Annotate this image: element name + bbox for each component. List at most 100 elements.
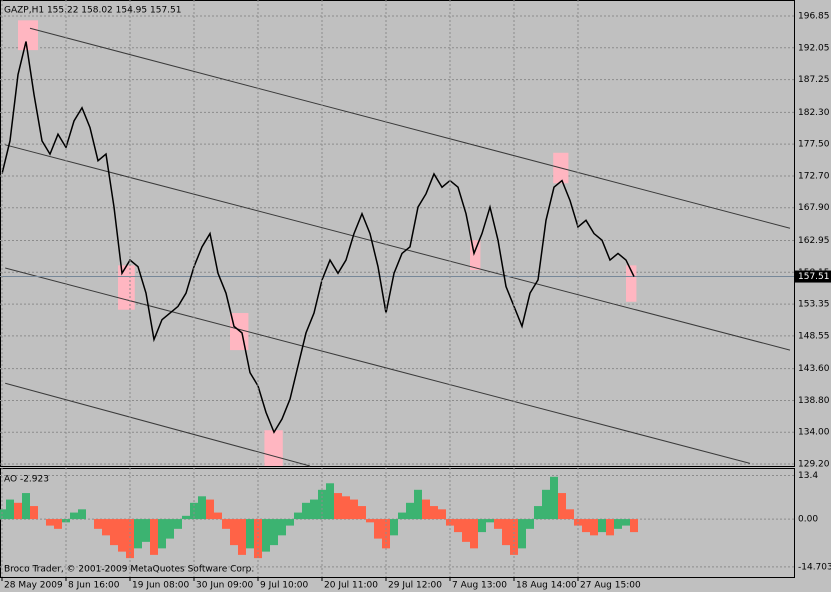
ao-bar xyxy=(398,512,406,520)
ao-bar xyxy=(158,519,166,549)
ao-bar xyxy=(462,519,470,542)
y-tick-label: 13.4 xyxy=(798,471,818,481)
ao-bar xyxy=(622,519,630,526)
trend-line xyxy=(5,267,751,464)
ao-bar xyxy=(254,519,262,559)
y-tick-label: 167.90 xyxy=(798,203,830,213)
ao-bar xyxy=(14,502,22,520)
ao-bar xyxy=(118,519,126,552)
highlight-zone xyxy=(626,265,637,302)
panel-border xyxy=(0,0,795,467)
ao-bar xyxy=(446,519,454,526)
y-tick-label: 138.80 xyxy=(798,396,830,406)
x-tick-label: 7 Aug 13:00 xyxy=(452,581,507,591)
ao-bar xyxy=(430,506,438,520)
y-tick-label: 162.95 xyxy=(798,236,830,246)
ao-bar xyxy=(182,515,190,520)
ao-bar xyxy=(0,509,6,520)
y-tick-label: 134.00 xyxy=(798,428,830,438)
highlight-zone xyxy=(470,240,481,270)
ao-bar xyxy=(486,519,494,523)
ao-bar xyxy=(22,493,30,520)
ao-bar xyxy=(214,512,222,520)
copyright: Broco Trader, © 2001-2009 MetaQuotes Sof… xyxy=(4,565,254,575)
ao-bar xyxy=(574,519,582,526)
ao-bar xyxy=(502,519,510,546)
ao-bar xyxy=(110,519,118,546)
highlight-zone xyxy=(118,265,135,310)
ao-bar xyxy=(406,502,414,520)
ao-bar xyxy=(262,519,270,552)
ao-bar xyxy=(54,519,62,529)
x-tick-label: 30 Jun 09:00 xyxy=(196,581,253,591)
trend-line xyxy=(5,382,311,467)
ao-bar xyxy=(358,506,366,520)
ao-bar xyxy=(630,519,638,533)
trend-line xyxy=(29,27,791,229)
ao-bar xyxy=(166,519,174,539)
x-tick-label: 28 May 2009 xyxy=(4,581,63,591)
ao-bar xyxy=(142,519,150,542)
ao-bar xyxy=(46,519,54,526)
ao-bar xyxy=(526,519,534,529)
ao-bar xyxy=(134,519,142,549)
ao-bar xyxy=(454,519,462,533)
ao-bar xyxy=(150,519,158,555)
ao-bar xyxy=(78,509,86,520)
ao-bar xyxy=(470,519,478,549)
trend-line xyxy=(5,144,791,351)
last-price-box xyxy=(795,270,831,283)
ao-bar xyxy=(30,506,38,520)
ao-bar xyxy=(246,519,254,549)
ao-bar xyxy=(230,519,238,546)
ao-bar xyxy=(566,509,574,520)
highlight-zone xyxy=(18,20,38,51)
panel-border xyxy=(0,468,795,578)
ao-bar xyxy=(198,496,206,520)
x-tick-label: 29 Jul 12:00 xyxy=(388,581,442,591)
ao-bar xyxy=(302,502,310,520)
ao-bar xyxy=(6,499,14,520)
y-tick-label: 172.70 xyxy=(798,171,830,181)
ao-bar xyxy=(366,519,374,523)
ao-bar xyxy=(558,493,566,520)
y-tick-label: 182.30 xyxy=(798,108,830,118)
ao-bar xyxy=(342,496,350,520)
ao-bar xyxy=(102,519,110,536)
y-tick-label: 192.05 xyxy=(798,43,830,53)
ao-bar xyxy=(350,499,358,520)
ao-bar xyxy=(374,519,382,539)
x-tick-label: 27 Aug 15:00 xyxy=(580,581,641,591)
y-tick-label: 148.55 xyxy=(798,331,830,341)
ao-bar xyxy=(614,519,622,529)
ao-bar xyxy=(310,499,318,520)
highlight-zone xyxy=(264,430,283,466)
ao-bar xyxy=(94,519,102,529)
y-tick-label: 129.20 xyxy=(798,460,830,470)
ao-bar xyxy=(238,519,246,555)
ao-bar xyxy=(606,519,614,536)
ao-bar xyxy=(390,519,398,536)
x-tick-label: 20 Jul 11:00 xyxy=(324,581,378,591)
ao-bar xyxy=(438,509,446,520)
ao-bar xyxy=(206,499,214,520)
chart-title: GAZP,H1 155.22 158.02 154.95 157.51 xyxy=(4,6,182,16)
ao-bar xyxy=(598,519,606,533)
indicator-title: AO -2.923 xyxy=(4,475,49,485)
ao-bar xyxy=(550,476,558,520)
y-tick-label: 143.60 xyxy=(798,364,830,374)
x-tick-label: 19 Jun 08:00 xyxy=(132,581,189,591)
ao-bar xyxy=(590,519,598,536)
ao-bar xyxy=(174,519,182,529)
y-tick-label: 187.25 xyxy=(798,75,830,85)
ao-bar xyxy=(478,519,486,533)
ao-bar xyxy=(414,489,422,520)
ao-bar xyxy=(126,519,134,559)
y-tick-label: 153.35 xyxy=(798,300,830,310)
ao-bar xyxy=(222,519,230,529)
ao-bar xyxy=(70,512,78,520)
y-tick-label: 196.85 xyxy=(798,12,830,22)
ao-bar xyxy=(494,519,502,529)
ao-bar xyxy=(534,506,542,520)
